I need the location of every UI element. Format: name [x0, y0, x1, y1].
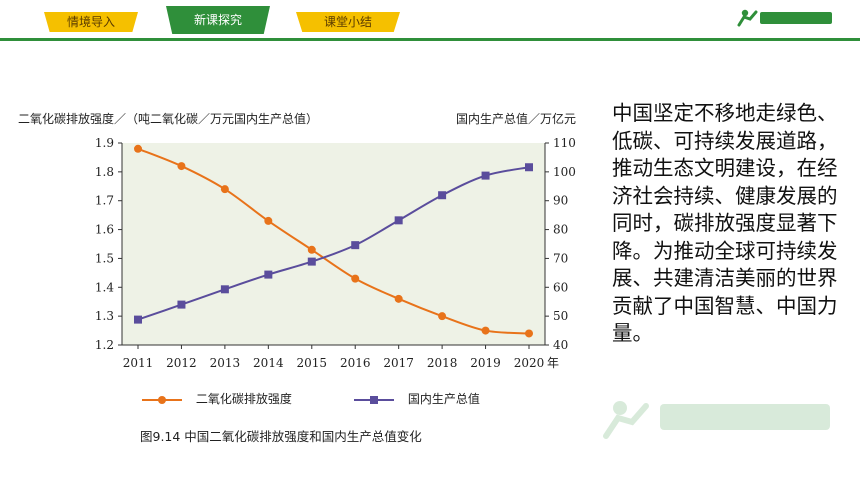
left-tick-label: 1.6	[95, 223, 114, 237]
header-divider	[0, 38, 860, 41]
left-tick-label: 1.3	[95, 309, 114, 323]
x-tick-label: 2018	[427, 356, 458, 370]
legend-series1: 二氧化碳排放强度	[140, 390, 292, 407]
data-point-co2-intensity	[134, 144, 142, 153]
line-chart: 1.2 1.3 1.4 1.5 1.6 1.7 1.8 1.9 40 50 60 70 80 90 100 1…	[95, 136, 576, 370]
data-point-gdp	[394, 216, 403, 225]
left-tick-label: 1.5	[95, 251, 114, 265]
right-tick-label: 70	[553, 251, 568, 265]
tab-summary[interactable]: 课堂小结	[296, 12, 400, 32]
right-tick-label: 110	[553, 136, 576, 150]
data-point-co2-intensity	[438, 312, 447, 321]
x-tick-label: 2015	[297, 356, 328, 370]
brand-logo	[737, 9, 832, 27]
data-point-gdp	[307, 257, 316, 266]
right-tick-label: 40	[553, 338, 568, 352]
data-point-gdp	[525, 163, 533, 172]
top-navigation: 情境导入 新课探究 课堂小结	[0, 0, 860, 38]
series-line-co2-intensity	[137, 147, 530, 335]
data-point-co2-intensity	[177, 162, 186, 171]
plot-area	[122, 143, 545, 345]
left-axis-title: 二氧化碳排放强度／（吨二氧化碳／万元国内生产总值）	[18, 112, 319, 126]
left-tick-label: 1.9	[95, 136, 114, 150]
data-point-co2-intensity	[481, 326, 490, 335]
tab-explore[interactable]: 新课探究	[166, 6, 270, 34]
legend-swatch-series2	[354, 395, 394, 404]
series-line-gdp	[137, 166, 530, 321]
left-tick-label: 1.4	[95, 280, 114, 294]
data-point-gdp	[220, 285, 229, 294]
x-tick-label: 2019	[470, 356, 501, 370]
data-point-co2-intensity	[220, 185, 229, 194]
x-tick-label: 2011	[123, 356, 154, 370]
legend-label-series2: 国内生产总值	[407, 392, 480, 406]
data-point-gdp	[351, 241, 360, 250]
legend-label-series1: 二氧化碳排放强度	[195, 392, 292, 406]
right-tick-label: 50	[553, 309, 568, 323]
data-point-co2-intensity	[351, 274, 360, 283]
x-tick-label: 2012	[166, 356, 197, 370]
left-tick-label: 1.8	[95, 165, 114, 179]
data-point-gdp	[438, 191, 447, 200]
right-tick-label: 90	[553, 194, 568, 208]
right-axis-title: 国内生产总值／万亿元	[456, 112, 577, 126]
x-tick-label: 2017	[383, 356, 414, 370]
chart-figure: 二氧化碳排放强度／（吨二氧化碳／万元国内生产总值） 国内生产总值／万亿元 1.2…	[0, 90, 600, 460]
data-point-gdp	[134, 315, 142, 324]
x-tick-label: 2016	[340, 356, 371, 370]
data-point-gdp	[177, 300, 186, 309]
tab-intro[interactable]: 情境导入	[44, 12, 138, 32]
data-point-gdp	[264, 270, 273, 279]
data-point-co2-intensity	[394, 294, 403, 303]
x-tick-label: 2020	[514, 356, 545, 370]
right-tick-label: 80	[553, 223, 568, 237]
legend-swatch-series1	[142, 395, 182, 404]
watermark-logo	[603, 401, 830, 439]
figure-caption: 图9.14 中国二氧化碳排放强度和国内生产总值变化	[140, 429, 422, 444]
data-point-co2-intensity	[264, 216, 273, 225]
body-paragraph: 中国坚定不移地走绿色、低碳、可持续发展道路，推动生态文明建设，在经济社会持续、健…	[612, 101, 838, 345]
right-tick-label: 60	[553, 280, 568, 294]
left-tick-label: 1.7	[95, 194, 114, 208]
x-tick-label: 2013	[210, 356, 241, 370]
left-tick-label: 1.2	[95, 338, 114, 352]
x-axis-unit: 年	[547, 356, 559, 370]
x-tick-label: 2014	[253, 356, 284, 370]
data-point-co2-intensity	[525, 329, 533, 338]
data-point-gdp	[481, 171, 490, 180]
right-tick-label: 100	[553, 165, 576, 179]
data-point-co2-intensity	[307, 245, 316, 254]
legend-series2: 国内生产总值	[352, 390, 480, 407]
